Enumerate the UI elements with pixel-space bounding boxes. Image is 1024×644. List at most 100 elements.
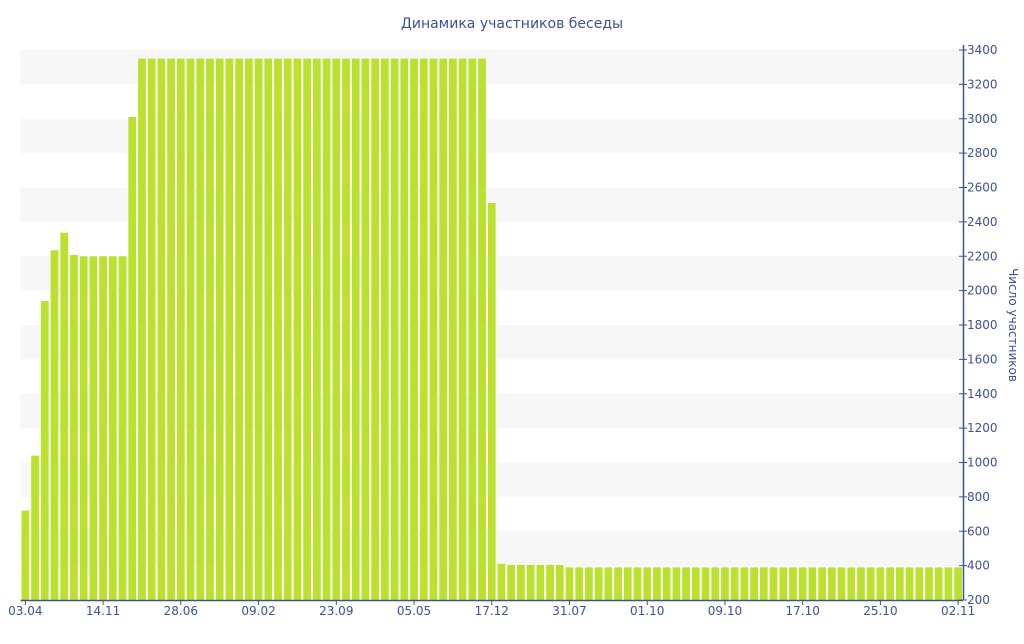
- bar: [895, 567, 904, 600]
- bar: [351, 58, 360, 600]
- bar: [225, 58, 234, 600]
- bar: [186, 58, 195, 600]
- bar: [623, 567, 632, 600]
- bar: [798, 567, 807, 600]
- bar: [157, 58, 166, 600]
- y-tick-label: 1200: [967, 421, 998, 435]
- bars: [21, 58, 962, 600]
- y-axis: 200 400 600 800 1000 1200 1400 1600 1800 2000 2200…: [959, 43, 998, 607]
- bar: [594, 567, 603, 600]
- chart-title: Динамика участников беседы: [401, 16, 623, 32]
- bar: [769, 567, 778, 600]
- y-tick-label: 2200: [967, 249, 998, 263]
- bar: [167, 58, 175, 600]
- bar: [206, 58, 214, 600]
- bar: [944, 567, 953, 600]
- y-tick-label: 800: [967, 490, 990, 504]
- bar: [449, 58, 457, 600]
- bar: [342, 58, 350, 600]
- bar: [176, 58, 185, 600]
- bar: [546, 564, 554, 600]
- x-axis: 03.04 14.11 28.06 09.02 23.09 05.05 17.12 31.07…: [8, 599, 975, 618]
- bar: [40, 300, 49, 600]
- bar: [322, 58, 331, 600]
- bar: [468, 58, 477, 600]
- y-tick-label: 600: [967, 524, 990, 538]
- y-tick-label: 1600: [967, 352, 998, 366]
- bar: [701, 567, 710, 600]
- y-tick-label: 200: [967, 593, 990, 607]
- x-tick-label: 02.11: [941, 604, 975, 618]
- bar: [70, 255, 78, 600]
- bar: [254, 58, 263, 600]
- bar: [672, 567, 681, 600]
- bar: [497, 563, 506, 600]
- y-tick-label: 3400: [967, 43, 998, 57]
- bar: [759, 567, 768, 600]
- bar: [303, 58, 311, 600]
- bar: [439, 58, 448, 600]
- bar: [682, 567, 690, 600]
- bar: [381, 58, 389, 600]
- y-tick-label: 1800: [967, 318, 998, 332]
- bar: [235, 58, 243, 600]
- bar: [283, 58, 292, 600]
- bar: [361, 58, 370, 600]
- bar: [89, 256, 98, 600]
- bar: [585, 567, 593, 600]
- bar: [643, 567, 652, 600]
- bar: [21, 510, 30, 600]
- bar: [808, 567, 817, 600]
- y-tick-label: 400: [967, 559, 990, 573]
- bar: [60, 232, 69, 600]
- y-tick-label: 2400: [967, 215, 998, 229]
- y-tick-label: 3000: [967, 112, 998, 126]
- x-tick-label: 17.10: [785, 604, 819, 618]
- bar: [691, 567, 700, 600]
- bar: [147, 58, 156, 600]
- bar: [662, 567, 671, 600]
- y-tick-label: 3200: [967, 77, 998, 91]
- bar: [244, 58, 253, 600]
- bar: [730, 567, 739, 600]
- bar: [575, 567, 584, 600]
- bar: [332, 58, 341, 600]
- bar: [818, 567, 826, 600]
- bar: [138, 58, 146, 600]
- bar: [215, 58, 224, 600]
- bar: [740, 567, 749, 600]
- x-tick-label: 03.04: [8, 604, 42, 618]
- bar: [196, 58, 205, 600]
- x-tick-label: 17.12: [475, 604, 509, 618]
- x-tick-label: 25.10: [863, 604, 897, 618]
- bar: [555, 564, 564, 600]
- y-tick-label: 1400: [967, 387, 998, 401]
- bar: [614, 567, 622, 600]
- bar: [604, 567, 613, 600]
- x-tick-label: 31.07: [552, 604, 586, 618]
- bar: [847, 567, 856, 600]
- y-tick-label: 1000: [967, 456, 998, 470]
- bar: [293, 58, 302, 600]
- bar: [517, 564, 525, 600]
- bar: [108, 256, 117, 600]
- bar: [633, 567, 642, 600]
- bar: [866, 567, 875, 600]
- bar: [118, 256, 127, 600]
- x-tick-label: 28.06: [164, 604, 198, 618]
- bar: [837, 567, 846, 600]
- bar: [934, 567, 943, 600]
- bar: [274, 58, 282, 600]
- bar: [31, 455, 39, 600]
- bar: [478, 58, 486, 600]
- bar: [857, 567, 865, 600]
- bar: [419, 58, 428, 600]
- bar: [789, 567, 797, 600]
- x-tick-label: 09.10: [708, 604, 742, 618]
- bar: [99, 256, 107, 600]
- bar: [128, 117, 137, 600]
- bar: [915, 567, 924, 600]
- bar: [750, 567, 758, 600]
- x-tick-label: 05.05: [397, 604, 431, 618]
